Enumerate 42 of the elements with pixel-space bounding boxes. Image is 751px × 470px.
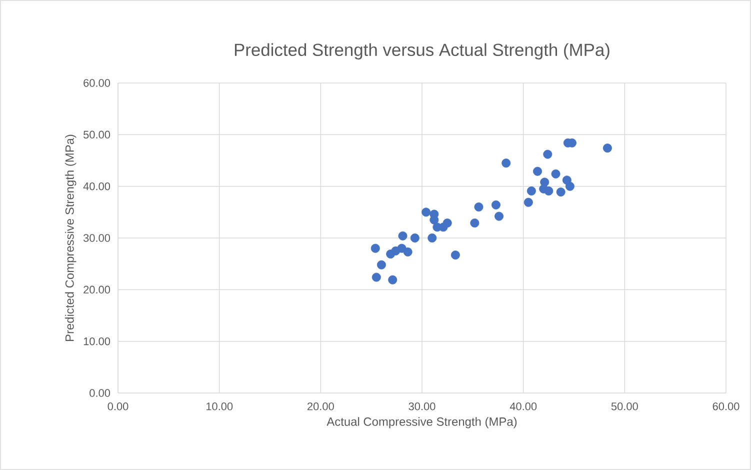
point xyxy=(428,233,437,242)
y-tick-label: 60.00 xyxy=(84,79,110,87)
point xyxy=(370,244,380,253)
x-tick-label: 0.00 xyxy=(108,402,128,410)
point xyxy=(494,212,504,221)
point xyxy=(442,218,452,228)
point xyxy=(565,182,574,191)
x-tick-label: 30.00 xyxy=(408,402,436,410)
x-tick-label: 60.00 xyxy=(712,402,740,410)
point xyxy=(372,272,381,282)
point xyxy=(551,169,560,178)
y-tick-label: 40.00 xyxy=(83,182,110,190)
y-tick-label: 50.00 xyxy=(84,130,110,139)
y-tick-label: 0.00 xyxy=(90,389,110,397)
point xyxy=(450,250,460,260)
x-tick-label: 10.00 xyxy=(206,402,233,410)
point xyxy=(544,186,554,196)
point xyxy=(410,233,420,242)
x-tick-label: 40.00 xyxy=(510,402,537,410)
x-tick-label: 20.00 xyxy=(308,402,334,410)
y-tick-label: 10.00 xyxy=(84,337,110,346)
point xyxy=(388,275,398,284)
point xyxy=(526,186,536,196)
point xyxy=(470,218,480,228)
point xyxy=(491,200,500,210)
x-axis-title: Actual Compressive Strength (MPa) xyxy=(326,417,517,428)
point xyxy=(398,231,408,240)
point xyxy=(533,166,542,176)
point xyxy=(602,144,612,153)
point xyxy=(376,260,386,270)
point xyxy=(556,188,566,196)
point xyxy=(474,202,484,212)
y-tick-label: 20.00 xyxy=(84,286,110,294)
x-tick-label: 50.00 xyxy=(611,402,638,410)
point xyxy=(403,247,412,256)
point xyxy=(543,150,552,159)
y-tick-label: 30.00 xyxy=(83,234,110,242)
y-axis-title: Predicted Compressive Strength (MPa) xyxy=(65,134,76,341)
point xyxy=(422,208,431,217)
chart-title: Predicted Strength versus Actual Strength (MPa) xyxy=(234,43,610,60)
point xyxy=(502,158,511,168)
point xyxy=(524,198,533,207)
